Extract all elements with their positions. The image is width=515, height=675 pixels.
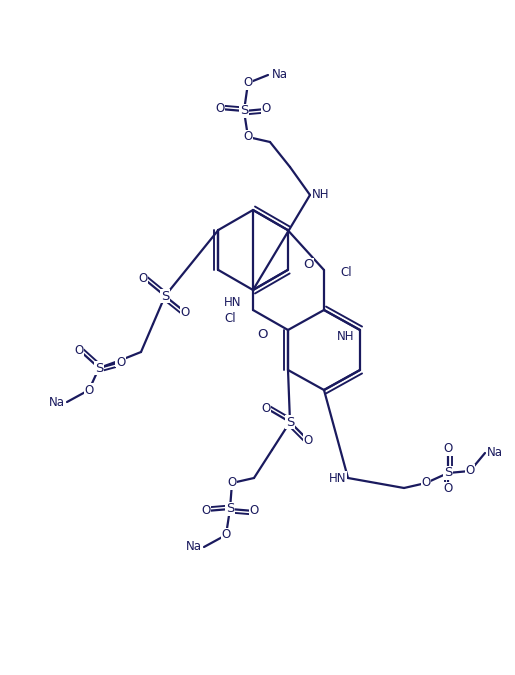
Text: Na: Na: [272, 68, 288, 82]
Text: O: O: [84, 383, 94, 396]
Text: O: O: [215, 103, 225, 115]
Text: S: S: [444, 466, 452, 479]
Text: O: O: [466, 464, 475, 477]
Text: O: O: [262, 402, 270, 414]
Text: O: O: [244, 130, 253, 144]
Text: O: O: [244, 76, 253, 90]
Text: Na: Na: [487, 446, 503, 460]
Text: O: O: [443, 483, 453, 495]
Text: O: O: [303, 433, 313, 446]
Text: O: O: [303, 259, 313, 271]
Text: O: O: [249, 504, 259, 518]
Text: O: O: [74, 344, 83, 356]
Text: O: O: [262, 103, 270, 115]
Text: HN: HN: [224, 296, 241, 308]
Text: S: S: [161, 290, 169, 302]
Text: O: O: [257, 329, 267, 342]
Text: NH: NH: [312, 188, 330, 202]
Text: O: O: [116, 354, 125, 367]
Text: S: S: [240, 105, 248, 117]
Text: O: O: [443, 443, 453, 456]
Text: S: S: [286, 416, 294, 429]
Text: O: O: [201, 504, 211, 518]
Text: O: O: [228, 477, 236, 489]
Text: Cl: Cl: [340, 265, 352, 279]
Text: O: O: [221, 529, 231, 541]
Text: O: O: [421, 477, 431, 489]
Text: NH: NH: [337, 331, 354, 344]
Text: O: O: [180, 306, 190, 319]
Text: O: O: [116, 356, 126, 369]
Text: S: S: [226, 502, 234, 516]
Text: S: S: [95, 362, 103, 375]
Text: HN: HN: [329, 472, 346, 485]
Text: Na: Na: [186, 541, 202, 554]
Text: Cl: Cl: [225, 311, 236, 325]
Text: Na: Na: [49, 396, 65, 408]
Text: O: O: [139, 271, 148, 284]
